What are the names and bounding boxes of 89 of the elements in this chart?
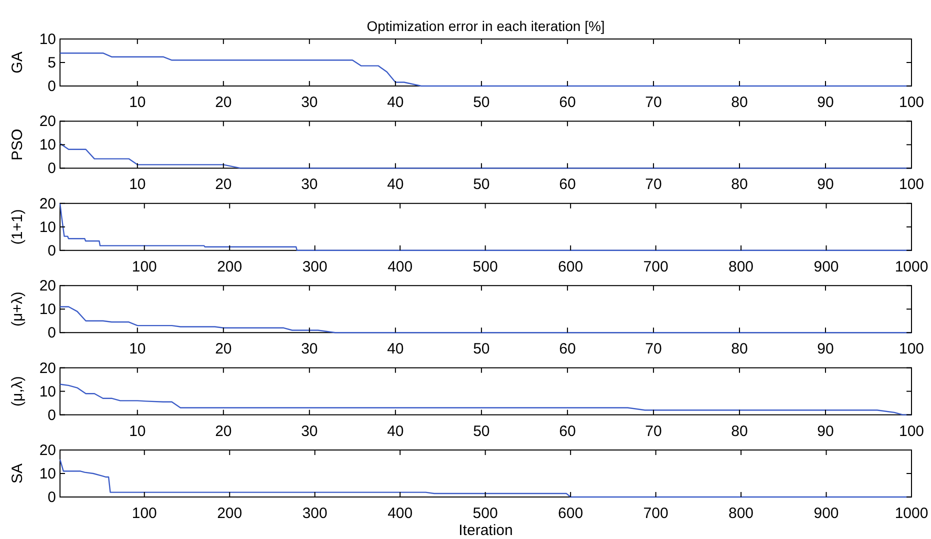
x-tick-label: 600 [558,505,584,522]
x-tick-label: 500 [472,505,498,522]
y-tick-label: 20 [39,113,56,130]
x-tick-label: 20 [215,94,232,111]
y-axis-title: PSO [9,128,26,161]
y-tick-label: 20 [39,442,56,459]
x-tick-label: 70 [645,340,662,358]
x-tick-label: 200 [217,505,242,522]
y-tick-label: 0 [48,324,56,342]
y-tick-label: 5 [48,54,56,72]
line-series [59,384,912,416]
x-tick-label: 10 [129,94,146,111]
line-series [59,142,912,169]
x-tick-label: 600 [558,258,584,276]
x-tick-label: 80 [731,176,748,194]
y-axis-title: (μ,λ) [9,376,26,406]
x-tick-label: 50 [473,422,490,440]
y-tick-label: 10 [39,466,56,482]
x-tick-label: 100 [132,258,157,276]
x-tick-label: 300 [302,505,328,522]
x-tick-label: 20 [215,176,232,194]
y-tick-label: 0 [48,78,56,95]
x-tick-label: 30 [301,94,318,111]
x-tick-label: 800 [728,505,754,522]
x-tick-label: 100 [898,176,924,194]
x-tick-label: 900 [814,505,839,522]
x-tick-label: 20 [215,340,232,358]
x-tick-label: 30 [301,422,318,440]
x-tick-label: 300 [302,258,328,276]
x-tick-label: 60 [559,422,576,440]
x-tick-label: 100 [132,505,157,522]
x-tick-label: 400 [388,505,413,522]
x-tick-label: 700 [643,258,668,276]
x-tick-label: 30 [301,176,318,194]
x-tick-label: 10 [129,422,146,440]
y-tick-label: 0 [48,489,56,506]
y-tick-label: 20 [39,360,56,377]
x-tick-label: 1000 [894,505,928,522]
x-tick-label: 200 [217,258,242,276]
x-tick-label: 100 [898,340,924,358]
x-tick-label: 80 [731,94,748,111]
y-tick-label: 0 [48,242,56,260]
y-tick-label: 10 [39,31,56,48]
y-tick-label: 10 [39,218,56,236]
y-axis-title: (μ+λ) [9,292,26,327]
x-tick-label: 10 [129,340,146,358]
x-tick-label: 70 [645,422,662,440]
x-tick-label: 60 [559,176,576,194]
y-tick-label: 0 [48,160,56,178]
x-tick-label: 40 [387,422,404,440]
x-tick-label: 70 [645,94,662,111]
x-tick-label: 80 [731,340,748,358]
x-tick-label: 900 [814,258,839,276]
y-tick-label: 10 [39,136,56,154]
chart-title: Optimization error in each iteration [%] [366,18,605,34]
y-axis-title: (1+1) [9,209,26,245]
x-tick-label: 90 [817,422,834,440]
y-tick-label: 10 [39,383,56,400]
x-tick-label: 90 [817,176,834,194]
x-tick-label: 100 [898,422,924,440]
x-tick-label: 400 [388,258,413,276]
x-tick-label: 30 [301,340,318,358]
x-tick-label: 80 [731,422,748,440]
y-tick-label: 20 [39,195,56,212]
x-tick-label: 50 [473,340,490,358]
x-tick-label: 90 [817,94,834,111]
x-tick-label: 20 [215,422,232,440]
x-tick-label: 40 [387,340,404,358]
x-tick-label: 1000 [894,258,928,276]
x-tick-label: 40 [387,176,404,194]
x-tick-label: 40 [387,94,404,111]
x-tick-label: 500 [472,258,498,276]
y-axis-title: SA [9,463,26,484]
x-tick-label: 60 [559,340,576,358]
x-tick-label: 90 [817,340,834,358]
x-tick-label: 50 [473,176,490,194]
x-tick-label: 70 [645,176,662,194]
y-tick-label: 20 [39,278,56,295]
x-tick-label: 60 [559,94,576,111]
line-series [59,202,912,251]
x-tick-label: 50 [473,94,490,111]
x-tick-label: 10 [129,176,146,194]
x-tick-label: 700 [643,505,668,522]
x-tick-label: 100 [898,94,924,111]
y-axis-title: GA [9,52,26,74]
x-axis-title: Iteration [458,522,513,539]
y-tick-label: 0 [48,406,56,424]
x-tick-label: 800 [728,258,754,276]
y-tick-label: 10 [39,301,56,318]
